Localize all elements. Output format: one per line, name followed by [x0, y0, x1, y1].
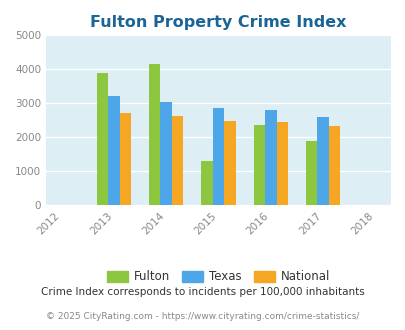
Bar — [264, 110, 276, 205]
Bar — [212, 109, 224, 205]
Text: © 2025 CityRating.com - https://www.cityrating.com/crime-statistics/: © 2025 CityRating.com - https://www.city… — [46, 312, 359, 321]
Bar — [317, 117, 328, 205]
Bar — [160, 102, 172, 205]
Bar — [201, 161, 212, 205]
Bar — [276, 122, 287, 205]
Bar — [96, 73, 108, 205]
Bar — [253, 125, 264, 205]
Bar — [149, 64, 160, 205]
Bar — [305, 141, 317, 205]
Bar — [108, 95, 119, 205]
Title: Fulton Property Crime Index: Fulton Property Crime Index — [90, 15, 346, 30]
Legend: Fulton, Texas, National: Fulton, Texas, National — [102, 266, 334, 288]
Bar — [224, 121, 235, 205]
Bar — [119, 113, 131, 205]
Bar — [172, 116, 183, 205]
Bar — [328, 126, 339, 205]
Text: Crime Index corresponds to incidents per 100,000 inhabitants: Crime Index corresponds to incidents per… — [41, 287, 364, 297]
